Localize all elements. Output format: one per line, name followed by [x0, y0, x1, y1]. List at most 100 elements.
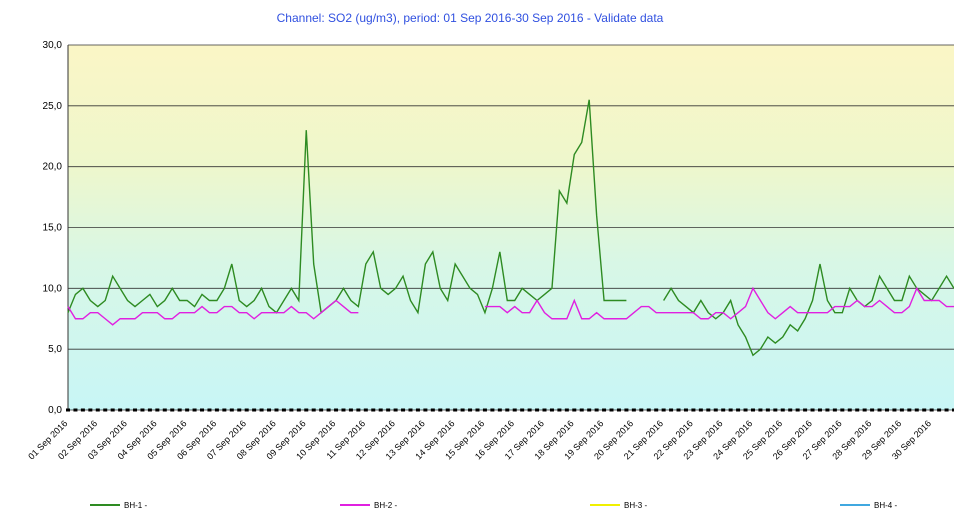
- zero-marker: [445, 408, 450, 412]
- zero-marker: [639, 408, 644, 412]
- zero-marker: [535, 408, 540, 412]
- zero-marker: [758, 408, 763, 412]
- zero-marker: [259, 408, 264, 412]
- zero-marker: [170, 408, 175, 412]
- zero-marker: [371, 408, 376, 412]
- y-tick-label: 5,0: [48, 344, 62, 355]
- zero-marker: [326, 408, 331, 412]
- zero-marker: [95, 408, 100, 412]
- zero-marker: [155, 408, 160, 412]
- series-line: [484, 286, 954, 320]
- zero-marker: [884, 408, 889, 412]
- zero-marker: [125, 408, 130, 412]
- zero-marker: [296, 408, 301, 412]
- zero-marker: [914, 408, 919, 412]
- zero-marker: [490, 408, 495, 412]
- zero-marker: [185, 408, 190, 412]
- zero-marker: [512, 408, 517, 412]
- zero-marker: [542, 408, 547, 412]
- zero-marker: [222, 408, 227, 412]
- zero-marker: [579, 408, 584, 412]
- zero-marker: [564, 408, 569, 412]
- zero-marker: [393, 408, 398, 412]
- zero-marker: [460, 408, 465, 412]
- zero-marker: [810, 408, 815, 412]
- zero-marker: [356, 408, 361, 412]
- zero-marker: [676, 408, 681, 412]
- zero-marker: [133, 408, 138, 412]
- zero-marker: [229, 408, 234, 412]
- zero-marker: [765, 408, 770, 412]
- zero-marker: [825, 408, 830, 412]
- zero-marker: [899, 408, 904, 412]
- chart-title: Channel: SO2 (ug/m3), period: 01 Sep 201…: [277, 11, 664, 25]
- zero-marker: [937, 408, 942, 412]
- legend-label: BH-1 -: [124, 501, 147, 510]
- zero-marker: [870, 408, 875, 412]
- zero-marker: [624, 408, 629, 412]
- zero-marker: [892, 408, 897, 412]
- zero-marker: [110, 408, 115, 412]
- zero-marker: [289, 408, 294, 412]
- zero-marker: [244, 408, 249, 412]
- zero-marker: [780, 408, 785, 412]
- zero-marker: [557, 408, 562, 412]
- zero-marker: [847, 408, 852, 412]
- zero-marker: [162, 408, 167, 412]
- zero-marker: [401, 408, 406, 412]
- zero-marker: [147, 408, 152, 412]
- zero-marker: [482, 408, 487, 412]
- zero-marker: [788, 408, 793, 412]
- zero-marker: [73, 408, 78, 412]
- zero-marker: [274, 408, 279, 412]
- zero-marker: [706, 408, 711, 412]
- y-tick-label: 25,0: [43, 101, 63, 112]
- y-tick-label: 20,0: [43, 162, 63, 173]
- zero-marker: [311, 408, 316, 412]
- zero-marker: [750, 408, 755, 412]
- zero-marker: [430, 408, 435, 412]
- zero-marker: [669, 408, 674, 412]
- zero-marker: [795, 408, 800, 412]
- zero-marker: [698, 408, 703, 412]
- zero-marker: [952, 408, 954, 412]
- zero-marker: [453, 408, 458, 412]
- zero-marker: [200, 408, 205, 412]
- zero-marker: [177, 408, 182, 412]
- zero-marker: [609, 408, 614, 412]
- zero-marker: [602, 408, 607, 412]
- zero-marker: [631, 408, 636, 412]
- zero-marker: [438, 408, 443, 412]
- zero-marker: [363, 408, 368, 412]
- zero-marker: [728, 408, 733, 412]
- zero-marker: [386, 408, 391, 412]
- zero-marker: [646, 408, 651, 412]
- legend-label: BH-3 -: [624, 501, 647, 510]
- zero-marker: [267, 408, 272, 412]
- zero-marker: [207, 408, 212, 412]
- zero-marker: [118, 408, 123, 412]
- zero-marker: [140, 408, 145, 412]
- zero-marker: [594, 408, 599, 412]
- zero-marker: [475, 408, 480, 412]
- zero-marker: [66, 408, 70, 412]
- zero-marker: [929, 408, 934, 412]
- y-tick-label: 15,0: [43, 223, 63, 234]
- y-tick-label: 0,0: [48, 405, 62, 416]
- zero-marker: [721, 408, 726, 412]
- zero-marker: [423, 408, 428, 412]
- zero-marker: [527, 408, 532, 412]
- zero-marker: [661, 408, 666, 412]
- zero-marker: [103, 408, 108, 412]
- legend-label: BH-4 -: [874, 501, 897, 510]
- zero-marker: [616, 408, 621, 412]
- zero-marker: [192, 408, 197, 412]
- zero-marker: [736, 408, 741, 412]
- zero-marker: [683, 408, 688, 412]
- zero-marker: [214, 408, 219, 412]
- zero-marker: [408, 408, 413, 412]
- zero-marker: [252, 408, 257, 412]
- zero-marker: [817, 408, 822, 412]
- zero-marker: [304, 408, 309, 412]
